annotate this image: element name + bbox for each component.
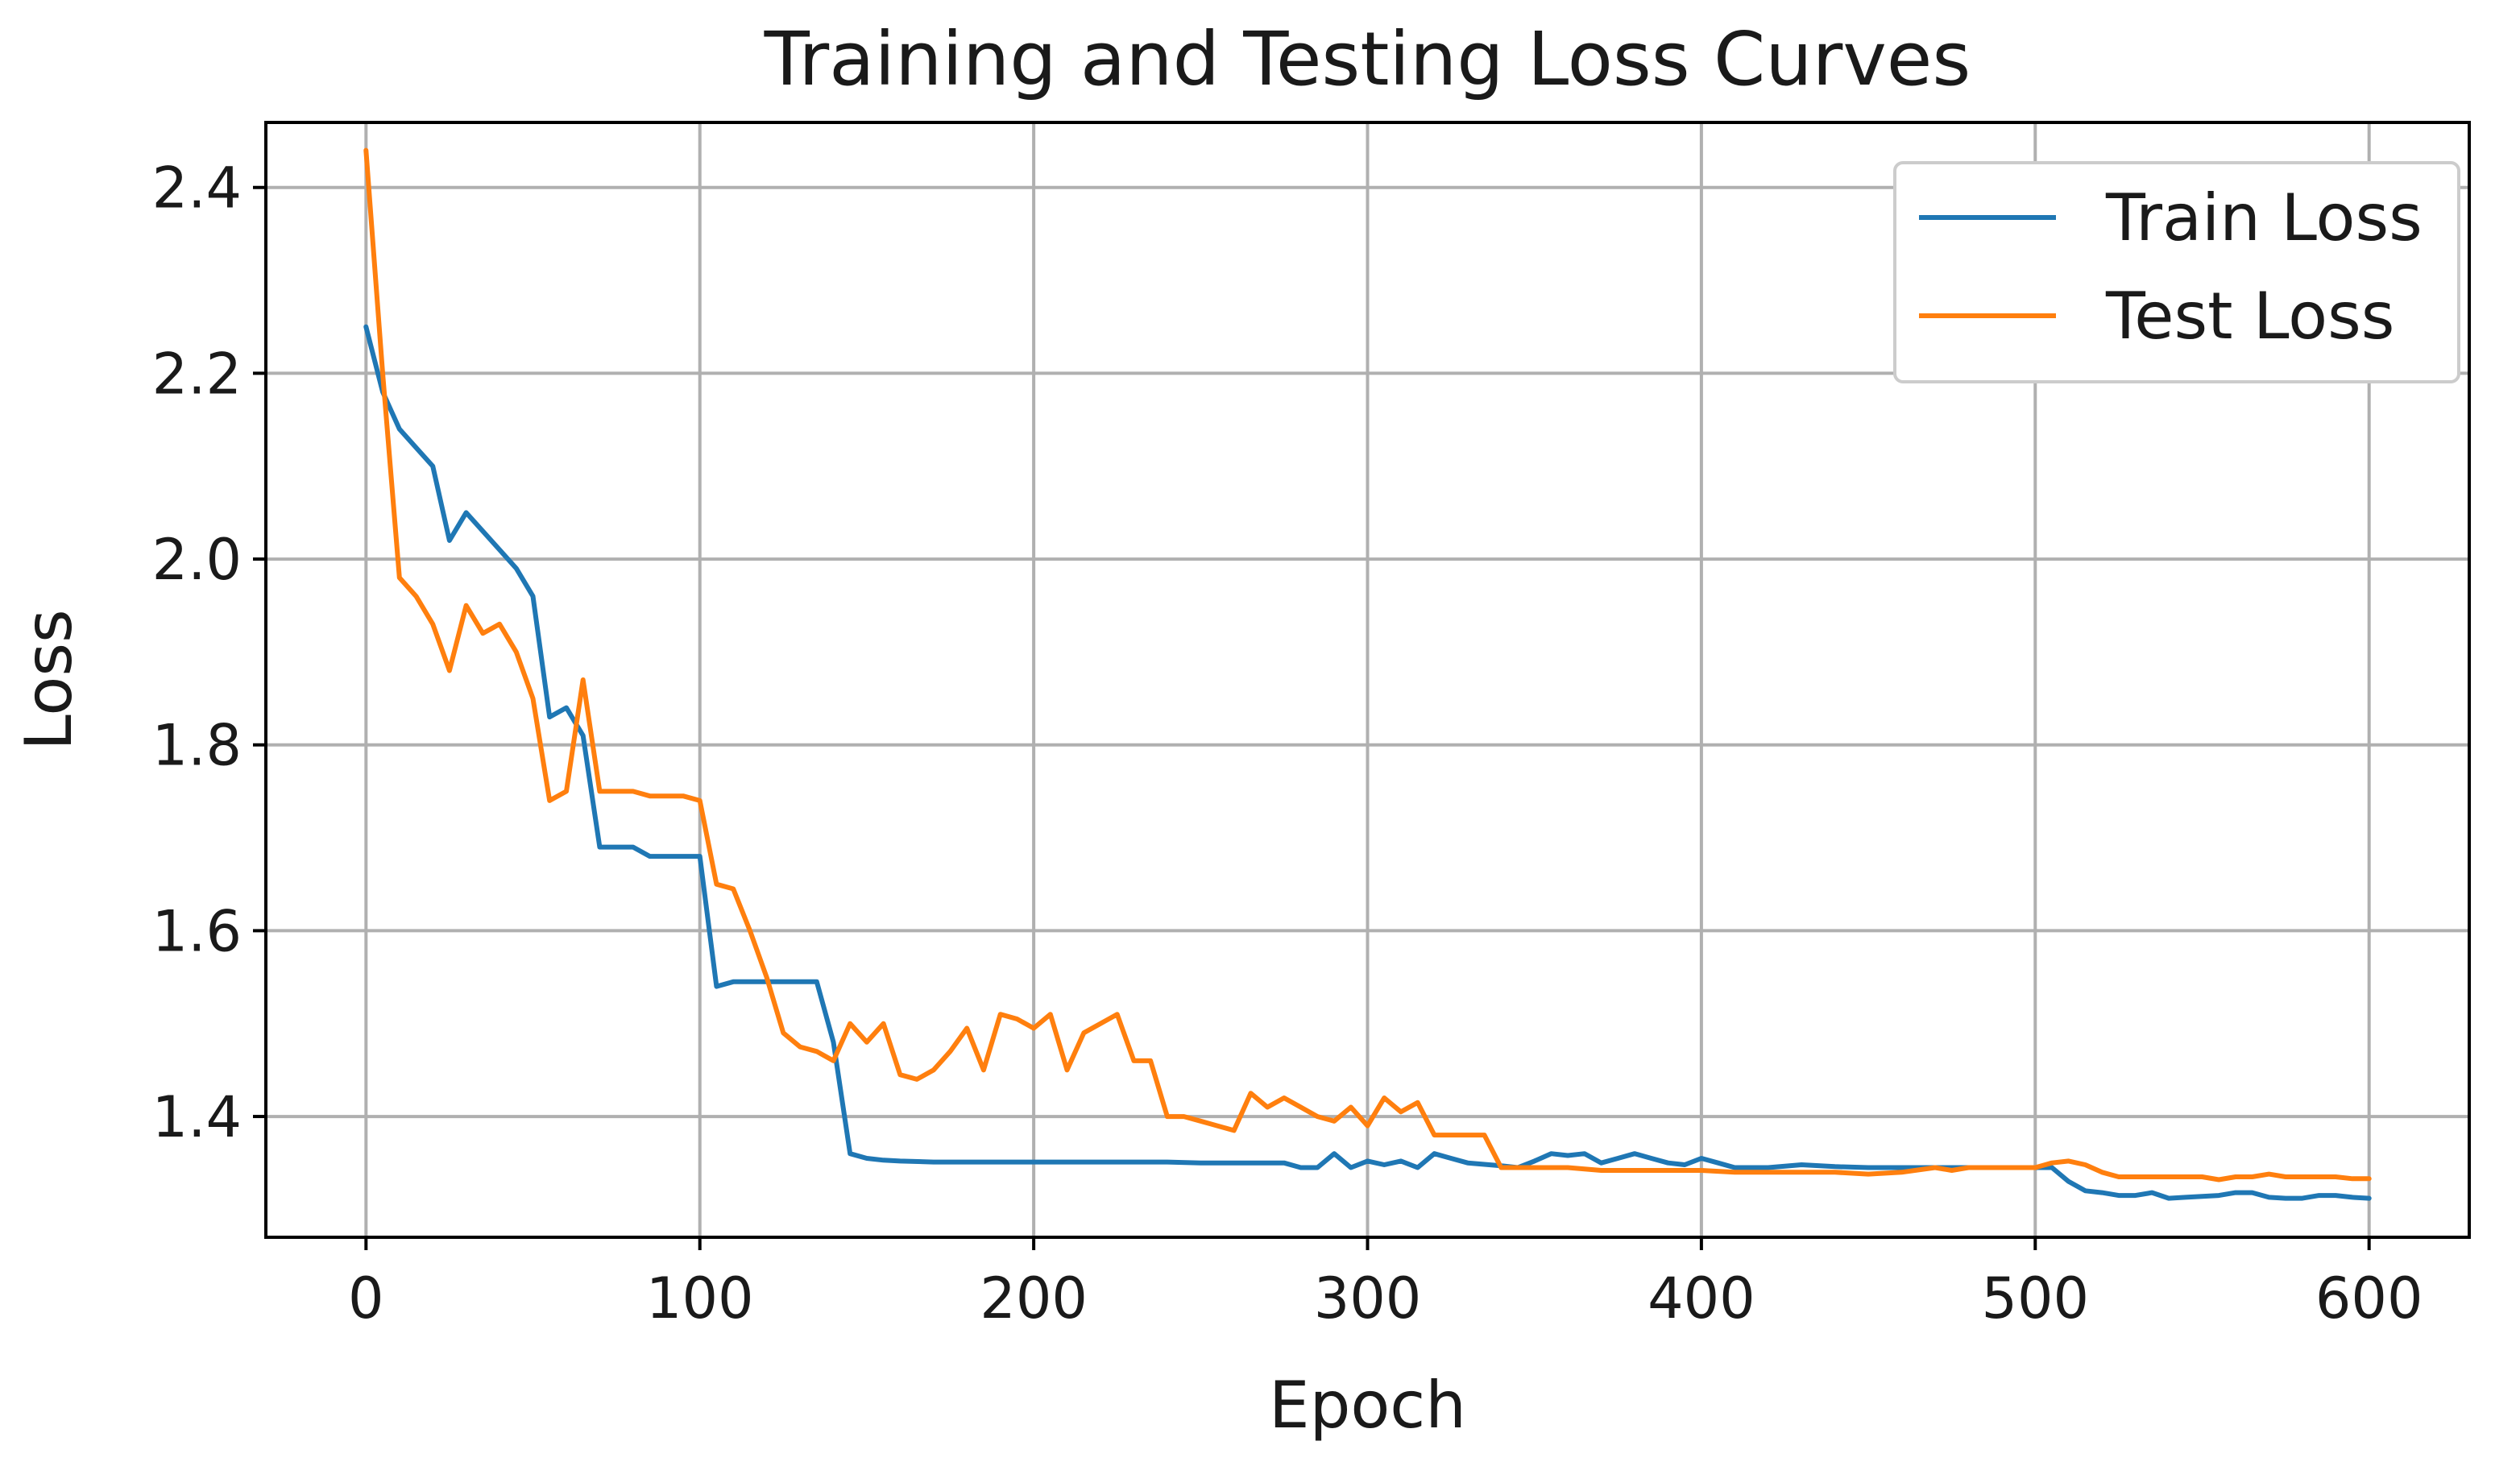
x-tick-label: 100 <box>646 1265 754 1332</box>
axis-ticks: 0 100 200 300 400 500 600 1.4 1.6 1.8 2.0 2.2 2.4 <box>152 155 2423 1332</box>
x-tick-label: 400 <box>1648 1265 1755 1332</box>
legend-label-test-loss: Test Loss <box>2105 279 2394 354</box>
x-axis-label: Epoch <box>1269 1368 1466 1443</box>
y-tick-label: 1.8 <box>152 713 242 779</box>
y-tick-label: 2.4 <box>152 155 242 222</box>
chart-legend: Train Loss Test Loss <box>1893 161 2460 383</box>
y-tick-label: 1.6 <box>152 898 242 964</box>
y-tick-label: 2.2 <box>152 341 242 407</box>
series-line-train-loss <box>363 324 2372 1201</box>
x-tick-label: 300 <box>1314 1265 1422 1332</box>
series-line-test-loss <box>363 147 2372 1182</box>
x-tick-label: 600 <box>2315 1265 2423 1332</box>
y-axis-label: Loss <box>11 609 86 750</box>
x-tick-label: 200 <box>980 1265 1088 1332</box>
grid-lines <box>266 122 2469 1237</box>
x-tick-label: 0 <box>348 1265 384 1332</box>
y-tick-label: 1.4 <box>152 1084 242 1150</box>
series-lines <box>363 147 2372 1201</box>
y-tick-label: 2.0 <box>152 527 242 593</box>
legend-label-train-loss: Train Loss <box>2105 180 2423 255</box>
x-tick-label: 500 <box>1981 1265 2089 1332</box>
chart-title: Training and Testing Loss Curves <box>764 16 1971 102</box>
